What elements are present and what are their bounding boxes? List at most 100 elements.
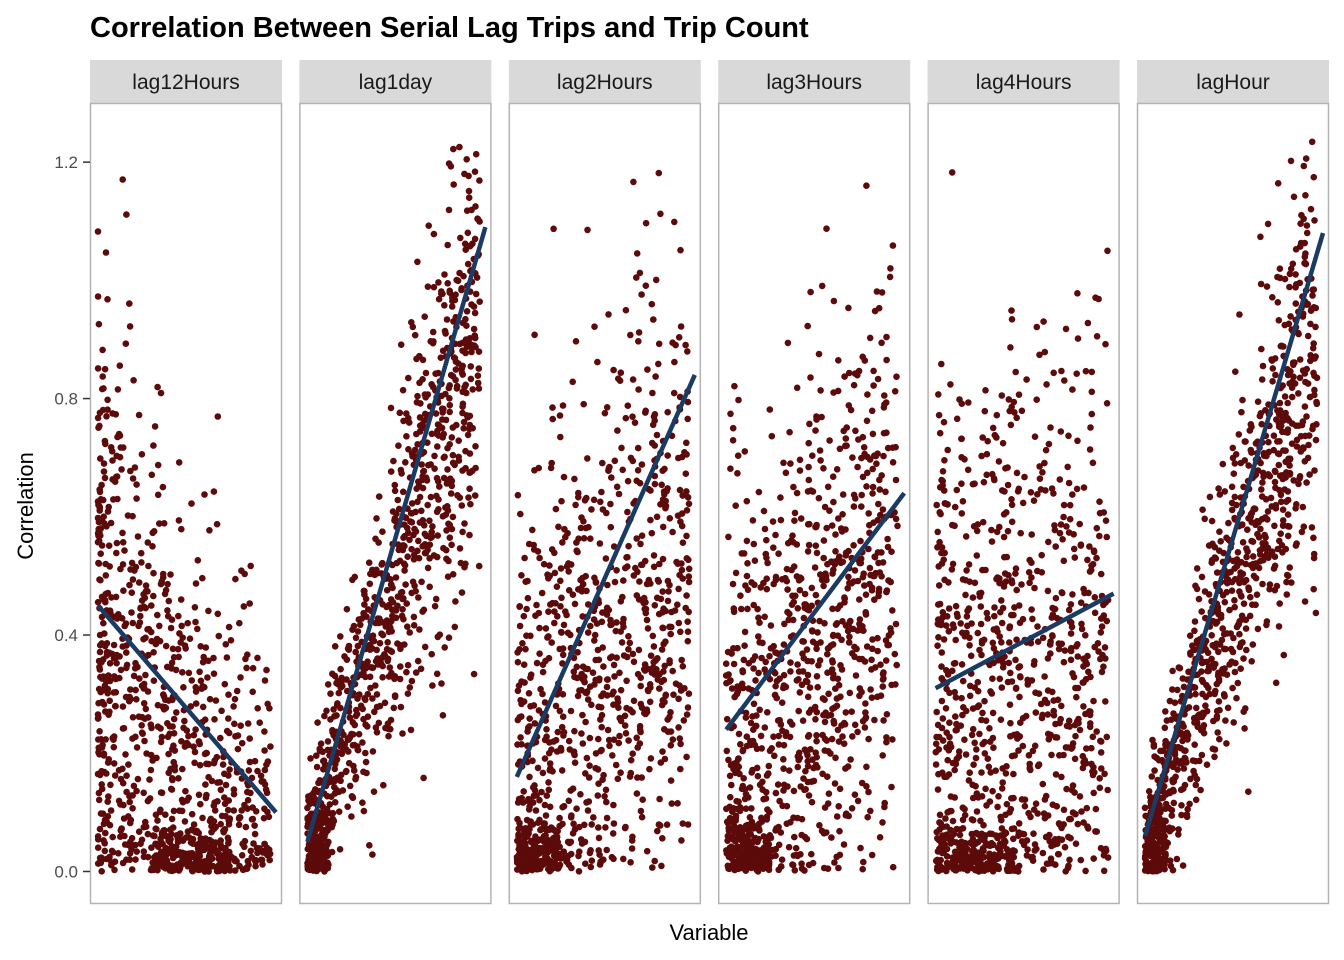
data-point xyxy=(830,498,837,506)
data-point xyxy=(580,400,587,408)
data-point xyxy=(247,789,254,797)
facet-strip-label: lag4Hours xyxy=(976,71,1072,94)
data-point xyxy=(833,466,841,473)
data-point xyxy=(864,813,871,821)
data-point xyxy=(884,444,892,452)
data-point xyxy=(557,433,564,441)
data-point xyxy=(135,579,143,586)
data-point xyxy=(94,228,102,235)
data-point xyxy=(1089,459,1097,467)
data-point xyxy=(842,709,850,716)
data-point xyxy=(442,390,449,398)
data-point xyxy=(1049,611,1057,618)
data-point xyxy=(435,295,443,303)
data-point xyxy=(463,156,471,163)
data-point xyxy=(612,761,620,769)
data-point xyxy=(807,746,814,753)
data-point xyxy=(861,582,868,589)
data-point xyxy=(147,766,155,774)
data-point xyxy=(349,719,357,726)
data-point xyxy=(988,538,996,545)
data-point xyxy=(647,755,655,762)
data-point xyxy=(740,550,748,557)
data-point xyxy=(771,691,779,699)
facet-strip-label: lag1day xyxy=(359,71,433,94)
data-point xyxy=(162,811,169,818)
data-point xyxy=(94,293,102,300)
data-point xyxy=(953,825,960,833)
data-point xyxy=(637,682,644,690)
data-point xyxy=(560,802,568,810)
data-point xyxy=(1039,780,1047,788)
data-point xyxy=(974,849,981,856)
data-point xyxy=(836,445,844,453)
data-point xyxy=(595,834,603,842)
data-point xyxy=(536,554,543,562)
data-point xyxy=(828,666,836,673)
data-point xyxy=(864,469,871,477)
data-point xyxy=(576,687,583,694)
data-point xyxy=(529,821,537,828)
data-point xyxy=(254,654,261,662)
data-point xyxy=(823,524,830,532)
data-point xyxy=(390,704,398,712)
data-point xyxy=(999,439,1007,447)
data-point xyxy=(579,574,586,582)
data-point xyxy=(150,569,157,577)
data-point xyxy=(1069,491,1076,498)
data-point xyxy=(745,854,752,861)
data-point xyxy=(157,738,165,746)
data-point xyxy=(196,761,204,769)
data-point xyxy=(750,665,757,672)
data-point xyxy=(406,684,414,691)
data-point xyxy=(756,706,763,714)
data-point xyxy=(684,637,692,645)
data-point xyxy=(1047,650,1054,657)
data-point xyxy=(403,668,410,676)
data-point xyxy=(467,363,475,370)
data-point xyxy=(835,357,842,364)
data-point xyxy=(206,527,213,534)
data-point xyxy=(100,460,108,467)
data-point xyxy=(516,603,523,610)
data-point xyxy=(558,629,565,636)
data-point xyxy=(370,788,378,795)
data-point xyxy=(832,754,839,762)
data-point xyxy=(667,630,674,638)
data-point xyxy=(352,773,360,781)
data-point xyxy=(953,720,960,728)
data-point xyxy=(520,698,528,705)
data-point xyxy=(418,461,426,468)
data-point xyxy=(571,727,578,735)
data-point xyxy=(405,446,412,453)
data-point xyxy=(658,646,666,653)
data-point xyxy=(549,841,557,848)
data-point xyxy=(243,664,250,672)
data-point xyxy=(1104,786,1111,794)
data-point xyxy=(1061,377,1068,384)
data-point xyxy=(445,557,452,565)
data-point xyxy=(984,437,991,445)
data-point xyxy=(1000,533,1008,541)
data-point xyxy=(450,145,457,153)
data-point xyxy=(1030,661,1038,668)
data-point xyxy=(735,850,743,858)
data-point xyxy=(461,240,469,248)
data-point xyxy=(556,412,564,419)
data-point xyxy=(983,471,990,479)
data-point xyxy=(464,229,472,237)
data-point xyxy=(978,452,985,460)
data-point xyxy=(617,717,625,725)
data-point xyxy=(623,677,630,685)
data-point xyxy=(599,644,606,651)
data-point xyxy=(154,843,162,850)
data-point xyxy=(1005,396,1013,403)
data-point xyxy=(120,587,127,594)
data-point xyxy=(226,817,233,824)
data-point xyxy=(137,549,145,557)
data-point xyxy=(323,707,330,715)
data-point xyxy=(778,699,786,706)
data-point xyxy=(316,745,324,753)
data-point xyxy=(543,792,551,799)
data-point xyxy=(731,382,738,390)
